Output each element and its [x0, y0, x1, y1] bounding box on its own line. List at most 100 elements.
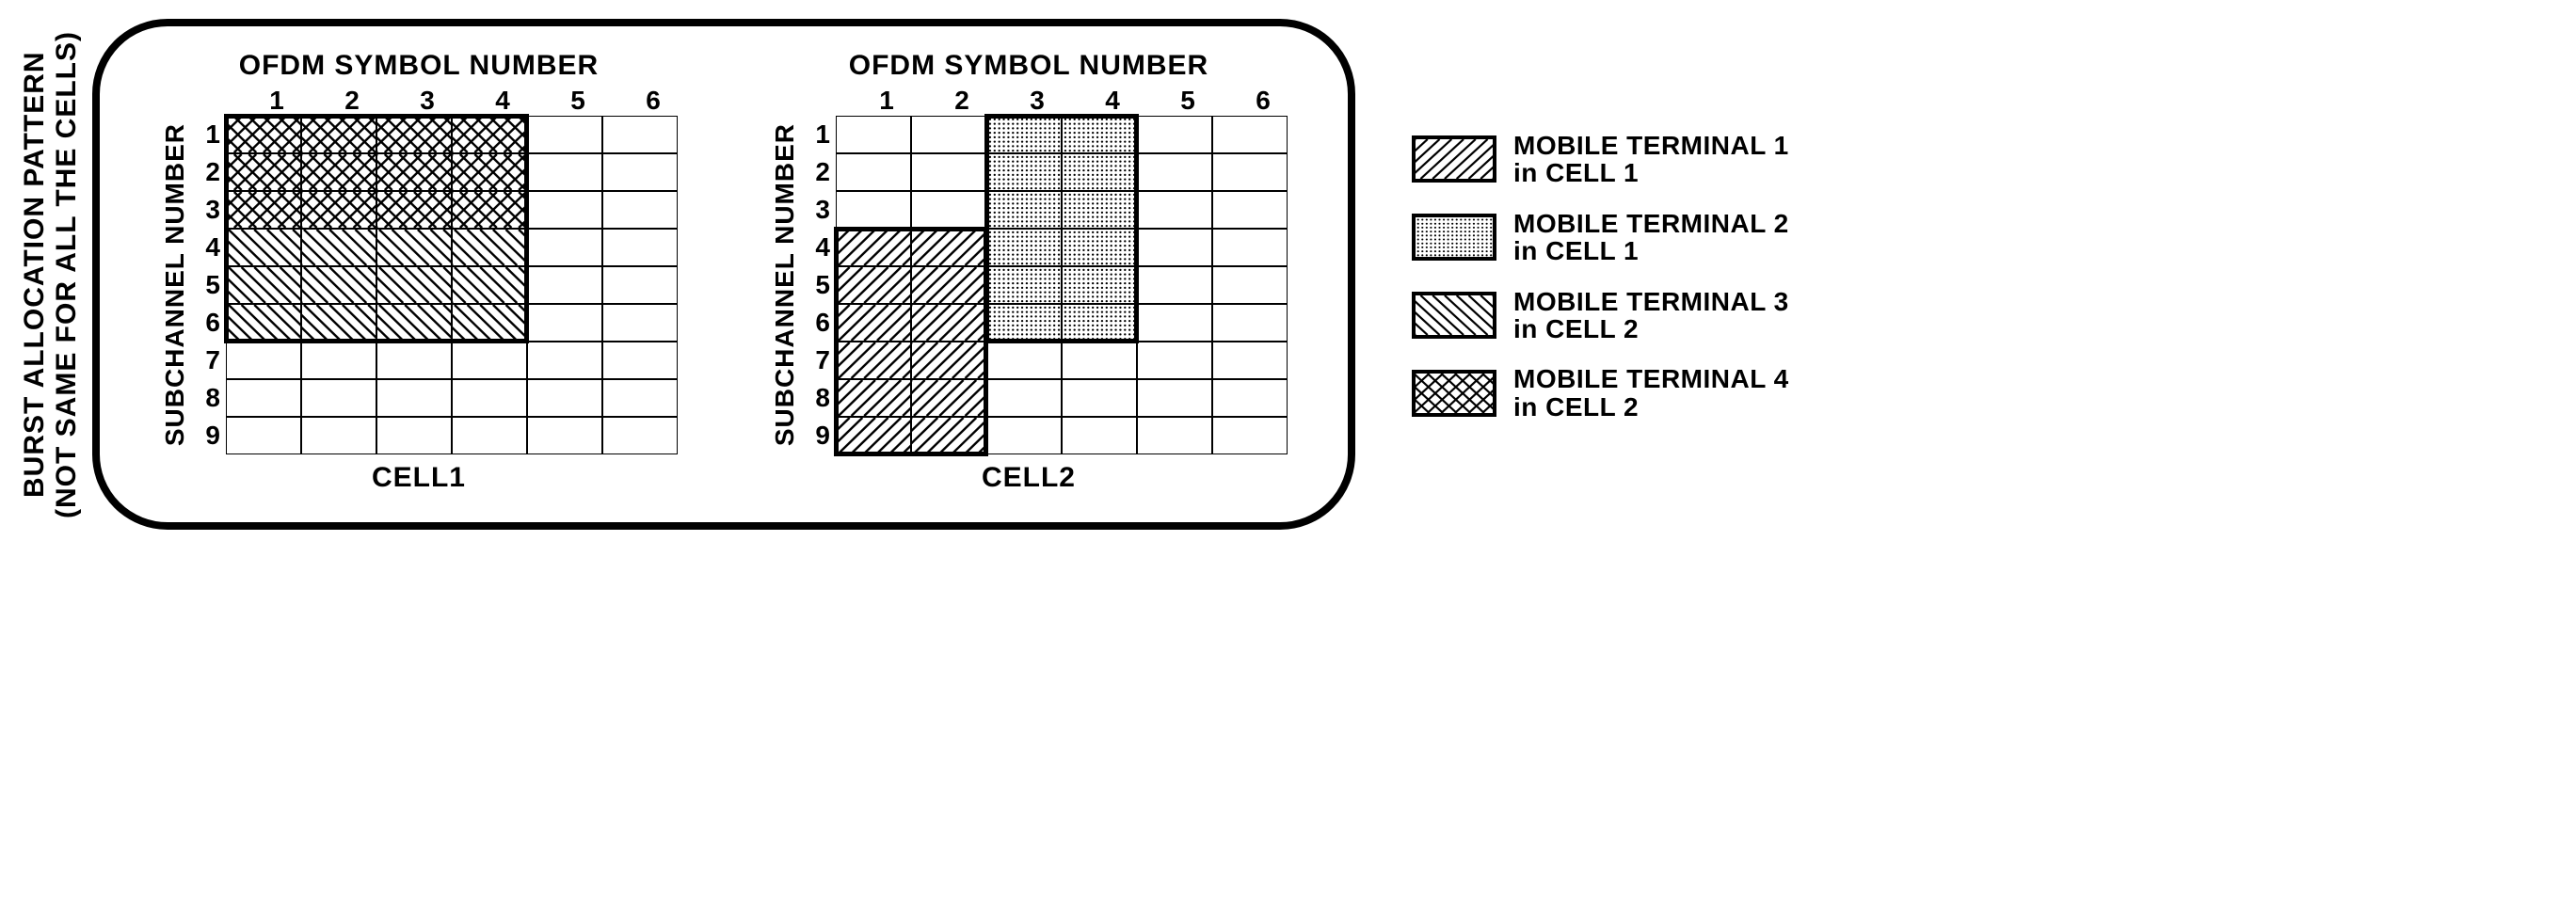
grid-wrap: SUBCHANNEL NUMBER123456789 — [160, 116, 678, 454]
grid-cell — [1137, 417, 1212, 454]
grid-cell — [301, 266, 376, 304]
grid-cell — [911, 379, 986, 417]
grid-cell — [527, 191, 602, 229]
x-labels: 123456 — [239, 86, 691, 116]
y-label: 5 — [808, 266, 836, 304]
legend-label: MOBILE TERMINAL 4 in CELL 2 — [1513, 365, 1789, 421]
grid-cell — [986, 116, 1062, 153]
grid-cell — [1062, 191, 1137, 229]
grid-cell — [226, 229, 301, 266]
grid-cell — [1212, 191, 1288, 229]
y-axis-title: SUBCHANNEL NUMBER — [770, 123, 800, 446]
grid-cell — [301, 153, 376, 191]
y-label: 9 — [808, 417, 836, 454]
grid-cell — [602, 153, 678, 191]
grid-cell — [226, 417, 301, 454]
grid-cell — [1062, 116, 1137, 153]
y-label: 9 — [198, 417, 226, 454]
legend-swatch — [1412, 135, 1496, 183]
grid-cell — [836, 379, 911, 417]
grid-cell — [1062, 417, 1137, 454]
grid-cell — [1137, 191, 1212, 229]
grid-cell — [986, 191, 1062, 229]
grid-cell — [301, 116, 376, 153]
x-label: 3 — [390, 86, 465, 116]
grid-cell — [836, 342, 911, 379]
legend-row: MOBILE TERMINAL 3 in CELL 2 — [1412, 288, 1789, 343]
side-label: BURST ALLOCATION PATTERN (NOT SAME FOR A… — [19, 31, 83, 518]
grid-cell — [1212, 266, 1288, 304]
grid-cell — [1137, 229, 1212, 266]
grid-cell — [376, 116, 452, 153]
grid-cell — [602, 304, 678, 342]
y-label: 6 — [198, 304, 226, 342]
grid-cell — [836, 191, 911, 229]
y-label: 8 — [198, 379, 226, 417]
grid-cell — [376, 342, 452, 379]
grid-cell — [602, 379, 678, 417]
legend-row: MOBILE TERMINAL 1 in CELL 1 — [1412, 132, 1789, 187]
x-label: 2 — [924, 86, 1000, 116]
grid-cell — [527, 116, 602, 153]
grid-cell — [911, 116, 986, 153]
panel-frame: OFDM SYMBOL NUMBER123456SUBCHANNEL NUMBE… — [92, 19, 1355, 530]
legend-swatch — [1412, 370, 1496, 417]
grid-cell — [1137, 304, 1212, 342]
x-label: 5 — [1150, 86, 1225, 116]
grid-cell — [602, 191, 678, 229]
grid-cell — [1062, 153, 1137, 191]
grid-cell — [986, 379, 1062, 417]
grid-cell — [1212, 417, 1288, 454]
grid-cell — [1212, 229, 1288, 266]
grid-cell — [1062, 304, 1137, 342]
y-label: 3 — [808, 191, 836, 229]
grid-cell — [1212, 116, 1288, 153]
y-labels: 123456789 — [198, 116, 226, 454]
x-label: 6 — [616, 86, 691, 116]
grid-cell — [527, 229, 602, 266]
grid-cell — [1062, 229, 1137, 266]
legend-label: MOBILE TERMINAL 1 in CELL 1 — [1513, 132, 1789, 187]
grid-cell — [986, 229, 1062, 266]
grid-cell — [836, 266, 911, 304]
grid-cell — [376, 191, 452, 229]
grid-cell — [911, 153, 986, 191]
grid-cell — [452, 191, 527, 229]
grid-cell — [376, 153, 452, 191]
grid-cell — [226, 304, 301, 342]
grid-cell — [602, 116, 678, 153]
grid-cell — [1212, 342, 1288, 379]
grid-cell — [1212, 379, 1288, 417]
grid-cell — [301, 229, 376, 266]
y-label: 5 — [198, 266, 226, 304]
x-label: 6 — [1225, 86, 1301, 116]
grid-cell — [1137, 342, 1212, 379]
y-label: 4 — [808, 229, 836, 266]
legend-row: MOBILE TERMINAL 2 in CELL 1 — [1412, 210, 1789, 265]
x-label: 4 — [1075, 86, 1150, 116]
grid-cell — [602, 229, 678, 266]
legend-row: MOBILE TERMINAL 4 in CELL 2 — [1412, 365, 1789, 421]
x-label: 4 — [465, 86, 540, 116]
grid-cell — [226, 266, 301, 304]
grid-cell — [986, 266, 1062, 304]
figure-wrap: BURST ALLOCATION PATTERN (NOT SAME FOR A… — [19, 19, 1355, 530]
x-axis-title: OFDM SYMBOL NUMBER — [849, 50, 1208, 82]
y-label: 3 — [198, 191, 226, 229]
y-label: 4 — [198, 229, 226, 266]
grid-cell — [527, 266, 602, 304]
grid-cell — [911, 191, 986, 229]
grid-cell — [1212, 304, 1288, 342]
grid-cell — [226, 116, 301, 153]
grid-cell — [301, 379, 376, 417]
chart-cell2: OFDM SYMBOL NUMBER123456SUBCHANNEL NUMBE… — [757, 50, 1301, 494]
grid-cell — [226, 379, 301, 417]
grid-cell — [452, 342, 527, 379]
grid-cell — [986, 417, 1062, 454]
grid-cell — [301, 191, 376, 229]
grid-cell — [452, 266, 527, 304]
grid-cell — [301, 342, 376, 379]
grid-cell — [452, 417, 527, 454]
grid-cell — [376, 266, 452, 304]
y-label: 6 — [808, 304, 836, 342]
